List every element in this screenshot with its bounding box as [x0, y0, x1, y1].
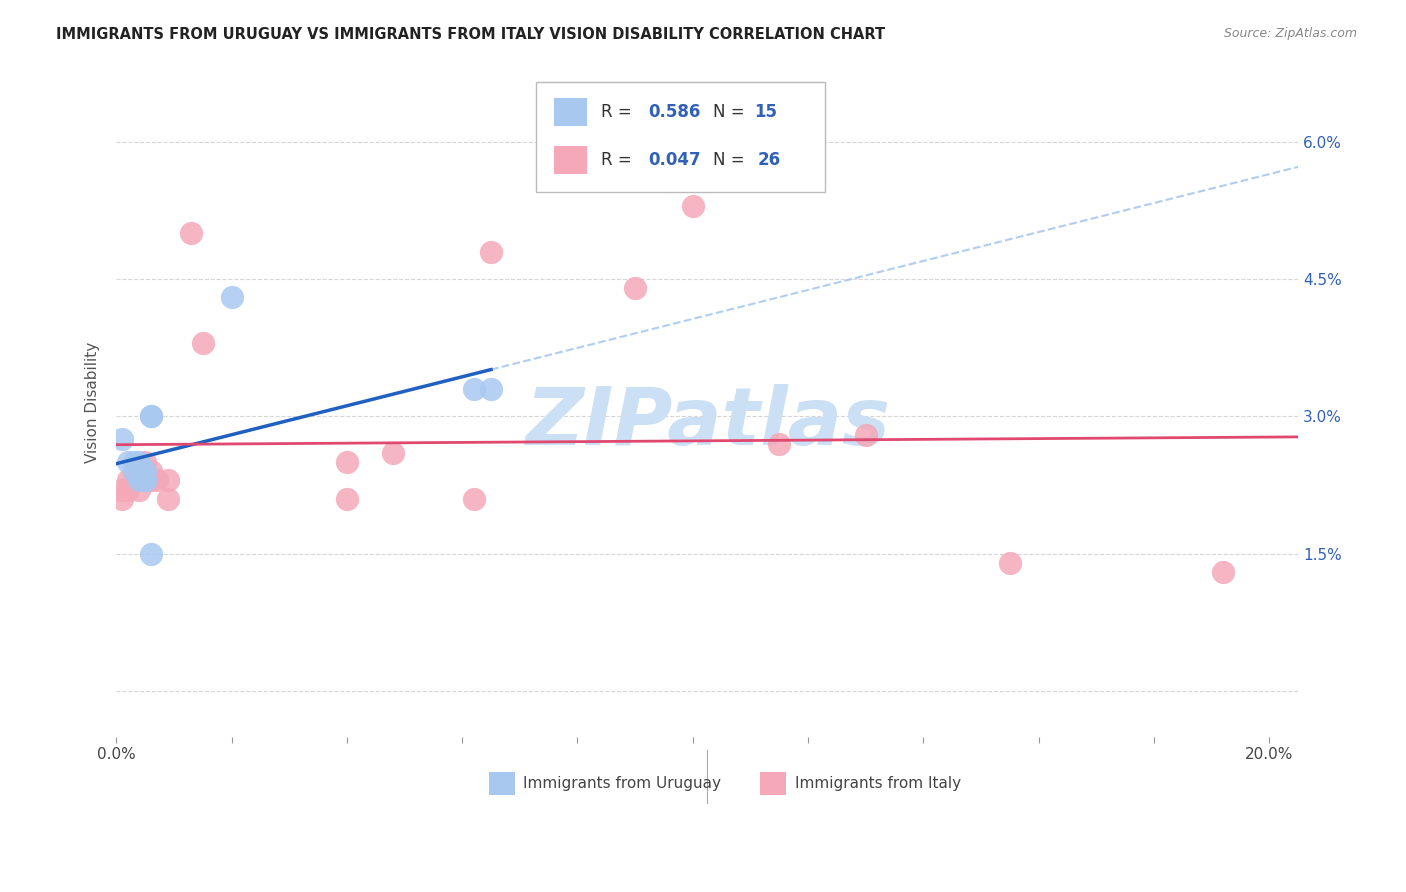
FancyBboxPatch shape — [554, 98, 586, 126]
Y-axis label: Vision Disability: Vision Disability — [86, 342, 100, 463]
Text: 15: 15 — [755, 103, 778, 121]
Point — [157, 491, 180, 506]
Point — [336, 455, 359, 469]
Text: N =: N = — [713, 151, 749, 169]
Point — [122, 464, 145, 478]
Text: 0.047: 0.047 — [648, 151, 700, 169]
Point — [221, 290, 243, 304]
Text: Immigrants from Uruguay: Immigrants from Uruguay — [523, 776, 721, 791]
Point — [682, 199, 704, 213]
Point — [180, 226, 202, 240]
Point — [134, 474, 156, 488]
Point — [382, 446, 405, 460]
Text: Source: ZipAtlas.com: Source: ZipAtlas.com — [1223, 27, 1357, 40]
Point — [134, 474, 156, 488]
Point — [117, 455, 139, 469]
Point — [128, 483, 150, 497]
FancyBboxPatch shape — [536, 82, 825, 192]
Point — [139, 474, 162, 488]
FancyBboxPatch shape — [554, 146, 586, 174]
Point — [134, 455, 156, 469]
Point — [145, 474, 167, 488]
Text: R =: R = — [600, 151, 637, 169]
Text: Immigrants from Italy: Immigrants from Italy — [794, 776, 960, 791]
Point — [139, 409, 162, 424]
FancyBboxPatch shape — [761, 772, 786, 795]
Text: N =: N = — [713, 103, 749, 121]
Point — [128, 455, 150, 469]
Text: IMMIGRANTS FROM URUGUAY VS IMMIGRANTS FROM ITALY VISION DISABILITY CORRELATION C: IMMIGRANTS FROM URUGUAY VS IMMIGRANTS FR… — [56, 27, 886, 42]
Point — [128, 474, 150, 488]
Point — [117, 483, 139, 497]
Point — [191, 336, 214, 351]
Point — [479, 382, 502, 396]
FancyBboxPatch shape — [488, 772, 515, 795]
Point — [463, 382, 485, 396]
Point — [122, 455, 145, 469]
Point — [111, 491, 134, 506]
Point — [134, 464, 156, 478]
Point — [139, 547, 162, 561]
Point — [998, 556, 1021, 570]
Text: 0.586: 0.586 — [648, 103, 700, 121]
Point — [117, 474, 139, 488]
Point — [855, 427, 877, 442]
Point — [111, 432, 134, 446]
Point — [111, 483, 134, 497]
Point — [463, 491, 485, 506]
Point — [134, 474, 156, 488]
Point — [1212, 565, 1234, 579]
Point — [624, 281, 647, 295]
Text: ZIPatlas: ZIPatlas — [524, 384, 890, 462]
Point — [336, 491, 359, 506]
Point — [768, 436, 790, 450]
Point — [157, 474, 180, 488]
Point — [122, 464, 145, 478]
Point — [139, 464, 162, 478]
Text: 26: 26 — [758, 151, 782, 169]
Point — [139, 409, 162, 424]
Point — [479, 244, 502, 259]
Text: R =: R = — [600, 103, 637, 121]
